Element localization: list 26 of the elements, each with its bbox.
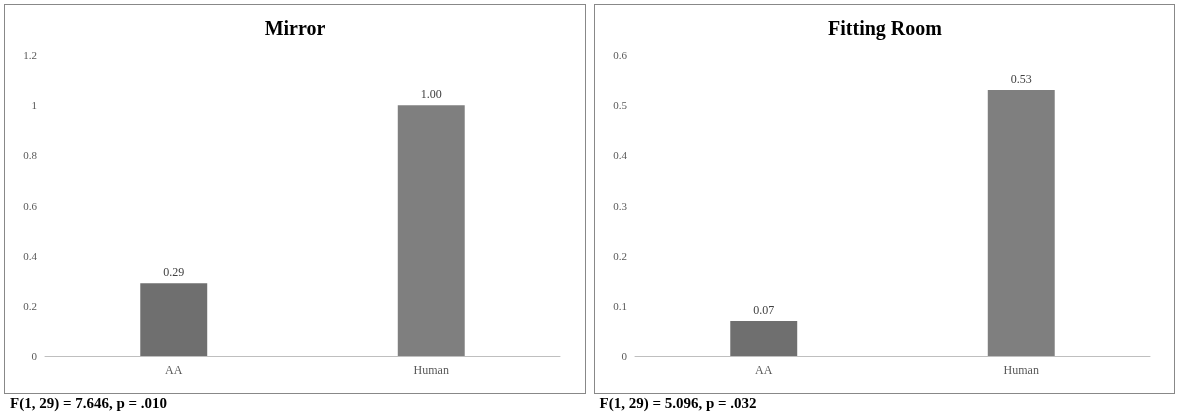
y-tick-label: 0 — [621, 350, 627, 362]
y-tick-label: 0.4 — [612, 149, 627, 162]
data-label: 0.29 — [163, 265, 185, 280]
y-tick-label: 0.6 — [612, 49, 627, 61]
chart-title: Fitting Room — [827, 17, 942, 40]
data-label: 1.00 — [420, 87, 442, 102]
y-tick-label: 1.2 — [23, 49, 37, 61]
y-tick-label: 0.6 — [23, 199, 38, 212]
y-tick-label: 0.1 — [612, 299, 627, 312]
y-tick-label: 0.3 — [612, 199, 627, 212]
y-tick-label: 0.2 — [612, 249, 627, 262]
y-tick-label: 1 — [31, 99, 37, 112]
x-tick-label: AA — [754, 363, 773, 377]
y-tick-label: 0.2 — [23, 299, 37, 312]
y-tick-label: 0.8 — [23, 149, 38, 162]
y-tick-label: 0 — [31, 350, 38, 362]
x-tick-label: Human — [1003, 363, 1039, 377]
chart-title: Mirror — [264, 17, 326, 39]
x-tick-label: AA — [165, 363, 183, 377]
data-label: 0.53 — [1010, 72, 1032, 87]
y-tick-label: 0.4 — [23, 249, 38, 262]
data-label: 0.07 — [752, 302, 774, 317]
x-tick-label: Human — [413, 363, 449, 377]
y-tick-label: 0.5 — [612, 99, 627, 112]
text: F(1, 29) = 5.096, p = .032 — [599, 395, 757, 412]
text: F(1, 29) = 7.646, p = .010 — [10, 395, 168, 412]
